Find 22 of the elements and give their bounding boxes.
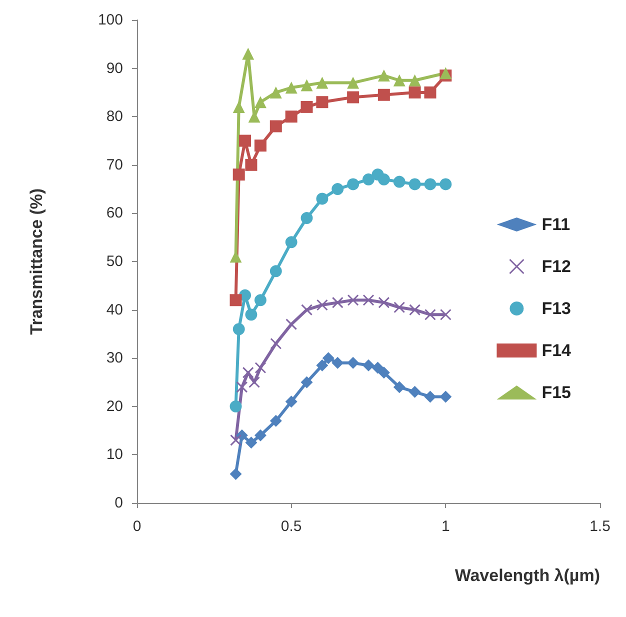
legend-label: F11 bbox=[542, 215, 570, 234]
legend-label: F13 bbox=[542, 299, 572, 318]
legend-label: F14 bbox=[542, 341, 572, 360]
y-tick-label: 0 bbox=[114, 494, 123, 512]
y-axis-title: Transmittance (%) bbox=[27, 188, 46, 335]
y-tick-label: 70 bbox=[106, 156, 123, 174]
legend-label: F12 bbox=[542, 257, 572, 276]
y-tick-label: 90 bbox=[106, 60, 123, 77]
x-tick-label: 1 bbox=[441, 518, 450, 535]
y-tick-label: 50 bbox=[106, 253, 123, 270]
y-tick-label: 10 bbox=[106, 446, 123, 464]
y-tick-label: 100 bbox=[98, 12, 123, 28]
x-tick-label: 0 bbox=[132, 518, 142, 535]
y-tick-label: 30 bbox=[106, 350, 123, 367]
y-tick-label: 60 bbox=[106, 204, 123, 222]
y-tick-label: 40 bbox=[106, 301, 123, 318]
x-tick-label: 1.5 bbox=[590, 518, 610, 535]
x-axis-title: Wavelength λ(µm) bbox=[454, 566, 600, 585]
legend-label: F15 bbox=[542, 383, 572, 402]
y-tick-label: 20 bbox=[106, 398, 123, 415]
y-tick-label: 80 bbox=[106, 108, 123, 126]
x-tick-label: 0.5 bbox=[280, 518, 302, 535]
